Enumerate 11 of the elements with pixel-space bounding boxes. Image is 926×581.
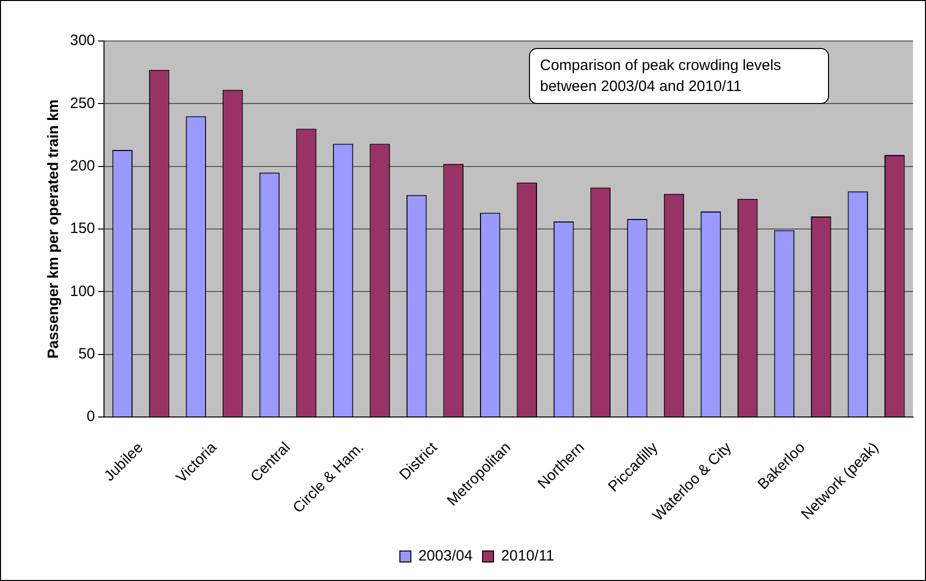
y-tick-label: 0: [86, 408, 96, 426]
note-box: Comparison of peak crowding levels between 2003/04 and 2010/11: [529, 48, 829, 104]
y-tick-label: 100: [70, 282, 96, 300]
y-tick-label: 50: [78, 345, 96, 362]
y-tick-label: 200: [70, 157, 96, 174]
legend-label: 2003/04: [418, 548, 473, 565]
y-tick-label: 250: [70, 94, 96, 112]
y-tick-label: 150: [70, 220, 96, 238]
legend-label: 2010/11: [501, 548, 554, 565]
y-axis-title: Passenger km per operated train km: [45, 99, 62, 359]
y-tick-label: 300: [70, 32, 96, 50]
